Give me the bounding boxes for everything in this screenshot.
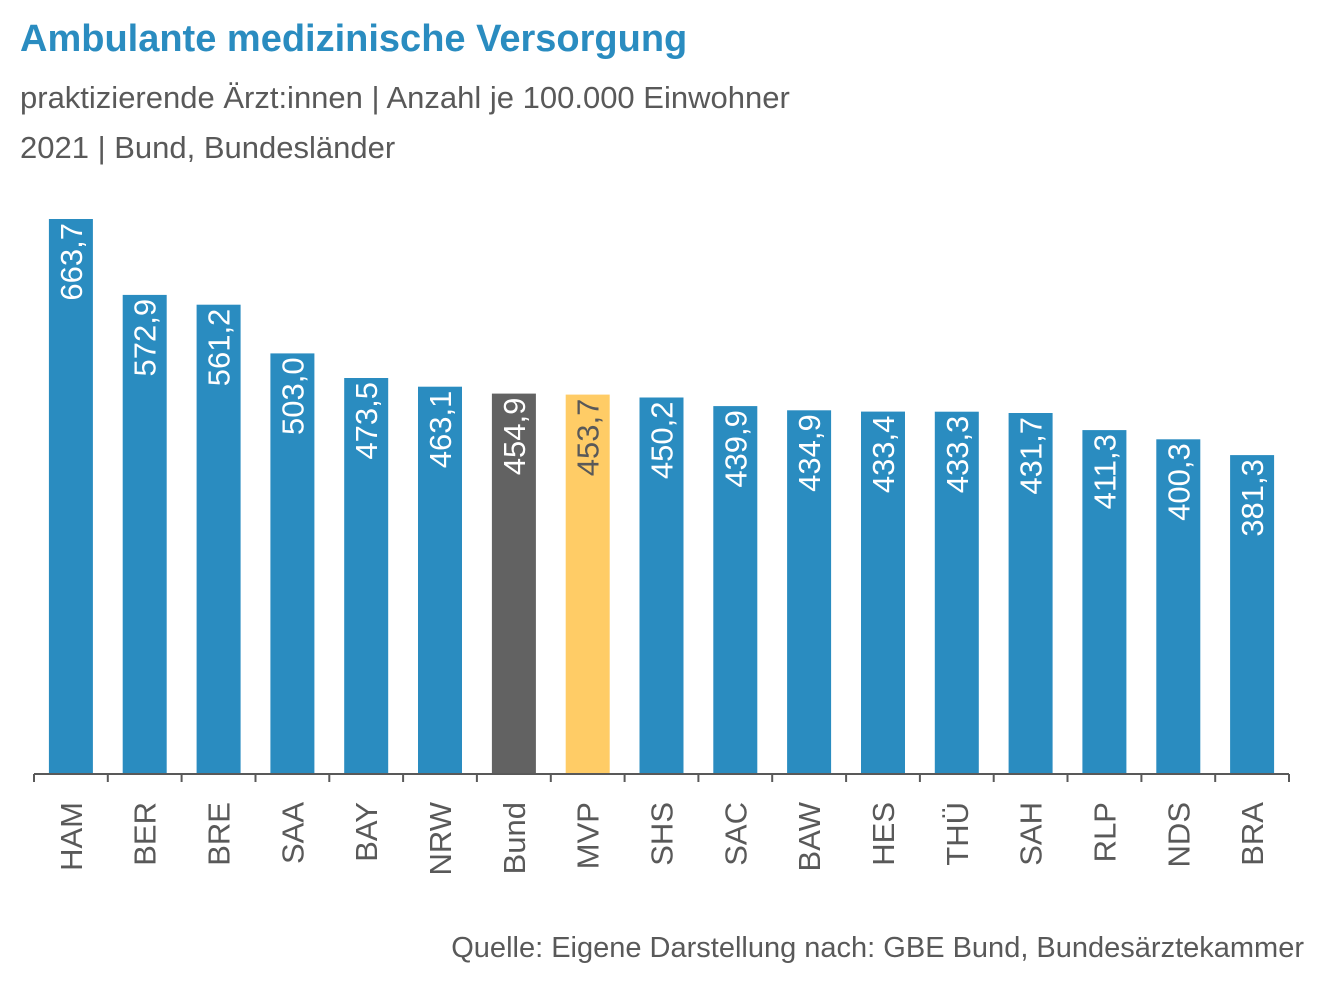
bar-ham [48, 219, 93, 774]
bar-ber [122, 294, 167, 774]
bar-thü [934, 411, 979, 774]
category-label: THÜ [940, 802, 975, 866]
category-label: HES [866, 802, 901, 866]
value-label: 381,3 [1235, 459, 1270, 537]
category-label: NRW [423, 801, 458, 875]
bar-bre [196, 304, 241, 774]
bar-sac [713, 406, 758, 774]
category-label: SHS [645, 802, 680, 866]
value-label: 453,7 [571, 399, 606, 477]
source-note: Quelle: Eigene Darstellung nach: GBE Bun… [451, 932, 1304, 964]
category-label: SAA [275, 802, 310, 864]
value-label: 433,4 [866, 416, 901, 494]
value-label: 473,5 [349, 382, 384, 460]
value-label: 572,9 [128, 299, 163, 377]
value-label: 400,3 [1161, 443, 1196, 521]
bar-saa [270, 353, 315, 774]
category-label: MVP [571, 802, 606, 869]
bar-nds [1156, 439, 1201, 774]
category-label: Bund [497, 802, 532, 874]
value-label: 431,7 [1014, 417, 1049, 495]
bar-bund [491, 393, 536, 774]
category-label: SAH [1014, 802, 1049, 866]
category-label: HAM [54, 802, 89, 871]
bar-bra [1230, 455, 1275, 774]
bar-baw [787, 410, 832, 774]
value-label: 439,9 [718, 410, 753, 488]
category-label: BER [128, 802, 163, 866]
bar-rlp [1082, 430, 1127, 774]
chart-subtitle-measure: praktizierende Ärzt:innen | Anzahl je 10… [20, 80, 790, 115]
value-label: 463,1 [423, 391, 458, 469]
category-label: BAW [792, 801, 827, 871]
value-label: 450,2 [645, 402, 680, 480]
category-label: SAC [718, 802, 753, 866]
value-label: 454,9 [497, 398, 532, 476]
bar-mvp [565, 394, 610, 774]
bar-hes [861, 411, 905, 774]
bar-bay [344, 378, 389, 774]
category-label: RLP [1087, 802, 1122, 862]
bar-shs [639, 397, 684, 774]
bar-sah [1008, 413, 1053, 774]
category-label: BRE [202, 802, 237, 866]
bar-nrw [418, 386, 462, 774]
category-label: BRA [1235, 802, 1270, 866]
category-label: NDS [1161, 802, 1196, 867]
value-label: 561,2 [202, 309, 237, 387]
value-label: 663,7 [54, 223, 89, 301]
value-label: 433,3 [940, 416, 975, 494]
value-label: 503,0 [275, 357, 310, 435]
chart-title: Ambulante medizinische Versorgung [20, 18, 688, 60]
category-label: BAY [349, 802, 384, 862]
value-label: 411,3 [1087, 434, 1122, 509]
value-label: 434,9 [792, 414, 827, 492]
chart-subtitle-scope: 2021 | Bund, Bundesländer [20, 130, 396, 165]
